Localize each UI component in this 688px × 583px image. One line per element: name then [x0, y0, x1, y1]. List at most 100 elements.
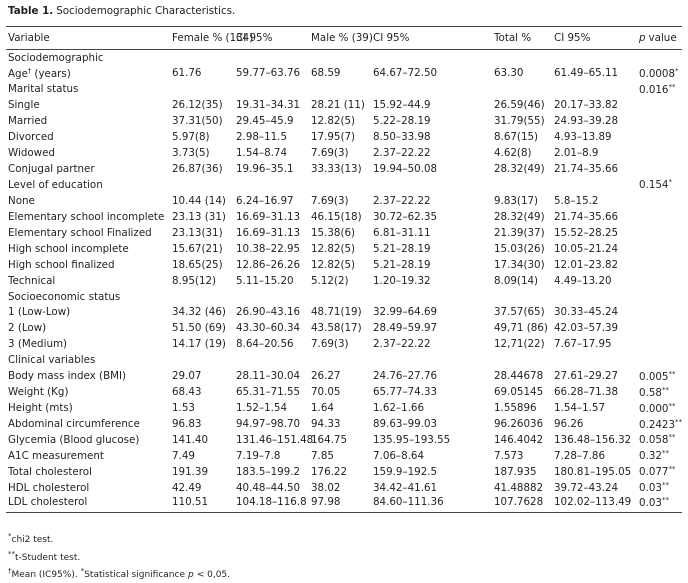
row-label: 3 (Medium)	[6, 336, 170, 352]
text: Male % (39)	[311, 32, 373, 44]
text: 7.69(3)	[311, 194, 349, 207]
text: 7.573	[494, 449, 524, 462]
cell: 1.55896	[492, 400, 552, 416]
text: 28.11–30.04	[236, 370, 301, 383]
cell: 32.99–64.69	[371, 305, 492, 321]
text: 1.52–1.54	[236, 402, 288, 415]
cell: 17.34(30)	[492, 257, 552, 273]
table-title: Table 1. Sociodemographic Characteristics…	[8, 5, 235, 17]
cell: 7.19–7.8	[234, 448, 309, 464]
text: 5.8–15.2	[554, 194, 599, 207]
text: 27.61–29.27	[554, 370, 619, 383]
text: 20.17–33.82	[554, 99, 619, 112]
text: 96.26036	[494, 418, 544, 431]
row-label: Age† (years)	[6, 65, 170, 81]
superscript: **	[661, 495, 669, 504]
data-row: 3 (Medium) 14.17 (19) 8.64–20.56 7.69(3) 2.3…	[6, 336, 682, 352]
text: 12,71(22)	[494, 338, 545, 351]
text: 7.67–17.95	[554, 338, 612, 351]
text: < 0,05.	[196, 570, 231, 580]
cell: 96.83	[170, 416, 234, 432]
table-body: Sociodemographic Age† (years) 61.76 59.77–63…	[6, 50, 682, 513]
cell: 1.53	[170, 400, 234, 416]
cell: 12.82(5)	[309, 257, 371, 273]
text: 12.86–26.26	[236, 258, 301, 271]
text: 135.95–193.55	[373, 433, 451, 446]
cell: 19.94–50.08	[371, 161, 492, 177]
text: High school finalized	[8, 258, 115, 271]
cell: 8.67(15)	[492, 129, 552, 145]
text: 8.50–33.98	[373, 131, 431, 144]
cell	[170, 81, 234, 97]
cell: 21.74–35.66	[552, 161, 637, 177]
text: 0.58	[639, 386, 662, 399]
cell: 64.67–72.50	[371, 65, 492, 81]
row-label: Single	[6, 97, 170, 113]
cell: 7.06–8.64	[371, 448, 492, 464]
row-label: High school finalized	[6, 257, 170, 273]
p-value	[637, 161, 682, 177]
text: 94.33	[311, 418, 341, 431]
p-value	[637, 320, 682, 336]
cell: 34.42–41.61	[371, 480, 492, 496]
text: 15.52–28.25	[554, 226, 619, 239]
row-label: Weight (Kg)	[6, 384, 170, 400]
text: 40.48–44.50	[236, 481, 301, 494]
cell: 2.37–22.22	[371, 336, 492, 352]
cell: 23.13(31)	[170, 225, 234, 241]
text: 2.98–11.5	[236, 131, 288, 144]
text: p	[187, 570, 194, 580]
column-header: Total %	[492, 27, 552, 50]
section-row: Socioeconomic status	[6, 289, 682, 305]
p-value: 0.077**	[637, 464, 682, 480]
cell: 2.37–22.22	[371, 193, 492, 209]
cell: 63.30	[492, 65, 552, 81]
cell	[371, 81, 492, 97]
text: 7.69(3)	[311, 147, 349, 160]
text: 49,71 (86)	[494, 322, 548, 335]
text: 26.27	[311, 370, 341, 383]
p-value: 0.32**	[637, 448, 682, 464]
text: 1 (Low-Low)	[8, 306, 71, 319]
cell: 30.33–45.24	[552, 305, 637, 321]
cell: 26.12(35)	[170, 97, 234, 113]
data-row: LDL cholesterol 110.51 104.18–116.8 97.98 84…	[6, 496, 682, 513]
text: 0.077	[639, 466, 669, 479]
row-label: Marital status	[6, 81, 170, 97]
column-header: CI 95%	[552, 27, 637, 50]
header-row: Variable Female % (134) CI 95% Male % (39) C…	[6, 26, 682, 50]
text: 61.49–65.11	[554, 67, 619, 80]
text: 1.53	[172, 402, 195, 415]
text: 37.57(65)	[494, 306, 545, 319]
cell: 97.98	[309, 496, 371, 513]
cell: 37.31(50)	[170, 113, 234, 129]
text: 68.59	[311, 67, 341, 80]
superscript: *	[80, 567, 85, 575]
cell: 43.58(17)	[309, 320, 371, 336]
text: 31.79(55)	[494, 115, 545, 128]
text: 61.76	[172, 67, 202, 80]
cell: 1.54–1.57	[552, 400, 637, 416]
text: 4.93–13.89	[554, 131, 612, 144]
cell: 131.46–151.48	[234, 432, 313, 448]
data-row: Widowed 3.73(5) 1.54–8.74 7.69(3) 2.37–22.22…	[6, 145, 682, 161]
cell: 6.24–16.97	[234, 193, 309, 209]
text: 2.01–8.9	[554, 147, 599, 160]
text: Total %	[494, 32, 532, 44]
text: 0.2423	[639, 418, 676, 431]
text: 7.49	[172, 449, 195, 462]
text: 0.03	[639, 482, 662, 495]
cell: 7.67–17.95	[552, 336, 637, 352]
cell: 136.48–156.32	[552, 432, 637, 448]
row-label: Level of education	[6, 177, 170, 193]
data-row: Height (mts) 1.53 1.52–1.54 1.64 1.62–1.66 1.…	[6, 400, 682, 416]
superscript: **	[668, 82, 676, 91]
text: 18.65(25)	[172, 258, 223, 271]
text: 28.32(49)	[494, 163, 545, 176]
cell: 5.21–28.19	[371, 257, 492, 273]
text: 28.21 (11)	[311, 99, 365, 112]
text: 68.43	[172, 386, 202, 399]
superscript: **	[661, 449, 669, 458]
text: Single	[8, 99, 40, 112]
cell: 12,71(22)	[492, 336, 552, 352]
